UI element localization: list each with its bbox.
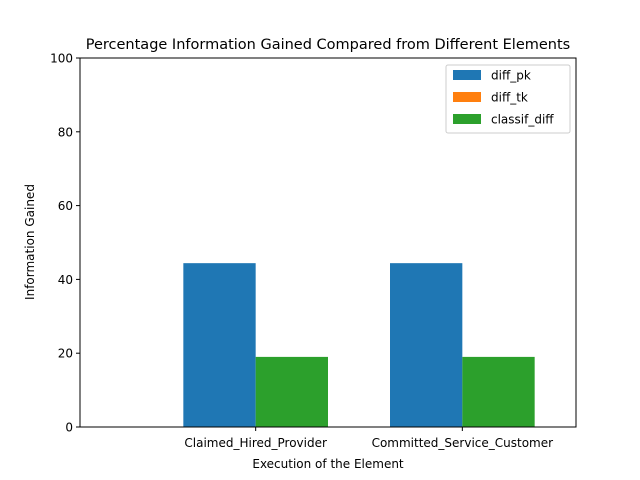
y-tick-label: 0	[65, 421, 73, 435]
legend-label-classif_diff: classif_diff	[491, 113, 554, 127]
legend-swatch-diff_pk	[453, 70, 481, 80]
x-tick-label: Committed_Service_Customer	[372, 436, 554, 450]
x-axis-label: Execution of the Element	[252, 457, 404, 471]
y-tick-label: 20	[58, 347, 73, 361]
legend-swatch-classif_diff	[453, 114, 481, 124]
x-tick-label: Claimed_Hired_Provider	[184, 436, 327, 450]
y-tick-label: 60	[58, 199, 73, 213]
bar-classif_diff-Committed_Service_Customer	[462, 356, 535, 427]
bar-diff_pk-Claimed_Hired_Provider	[183, 263, 256, 427]
y-tick-label: 40	[58, 273, 73, 287]
bar-diff_pk-Committed_Service_Customer	[390, 263, 463, 427]
y-axis-ticks: 0 20 40 60 80 100	[50, 52, 80, 435]
legend: diff_pk diff_tk classif_diff	[445, 64, 571, 134]
axes-layer	[79, 57, 577, 428]
chart-title: Percentage Information Gained Compared f…	[86, 37, 570, 53]
legend-swatch-diff_tk	[453, 92, 481, 102]
x-axis-ticks: Claimed_Hired_Provider Committed_Service_…	[184, 427, 553, 450]
bar-classif_diff-Claimed_Hired_Provider	[255, 356, 328, 427]
plot-frame	[79, 57, 577, 428]
y-axis-label: Information Gained	[23, 184, 37, 300]
y-tick-label: 100	[50, 52, 73, 66]
y-tick-label: 80	[58, 125, 73, 139]
bars-layer	[183, 263, 535, 427]
legend-label-diff_pk: diff_pk	[491, 69, 531, 83]
legend-label-diff_tk: diff_tk	[491, 91, 528, 105]
